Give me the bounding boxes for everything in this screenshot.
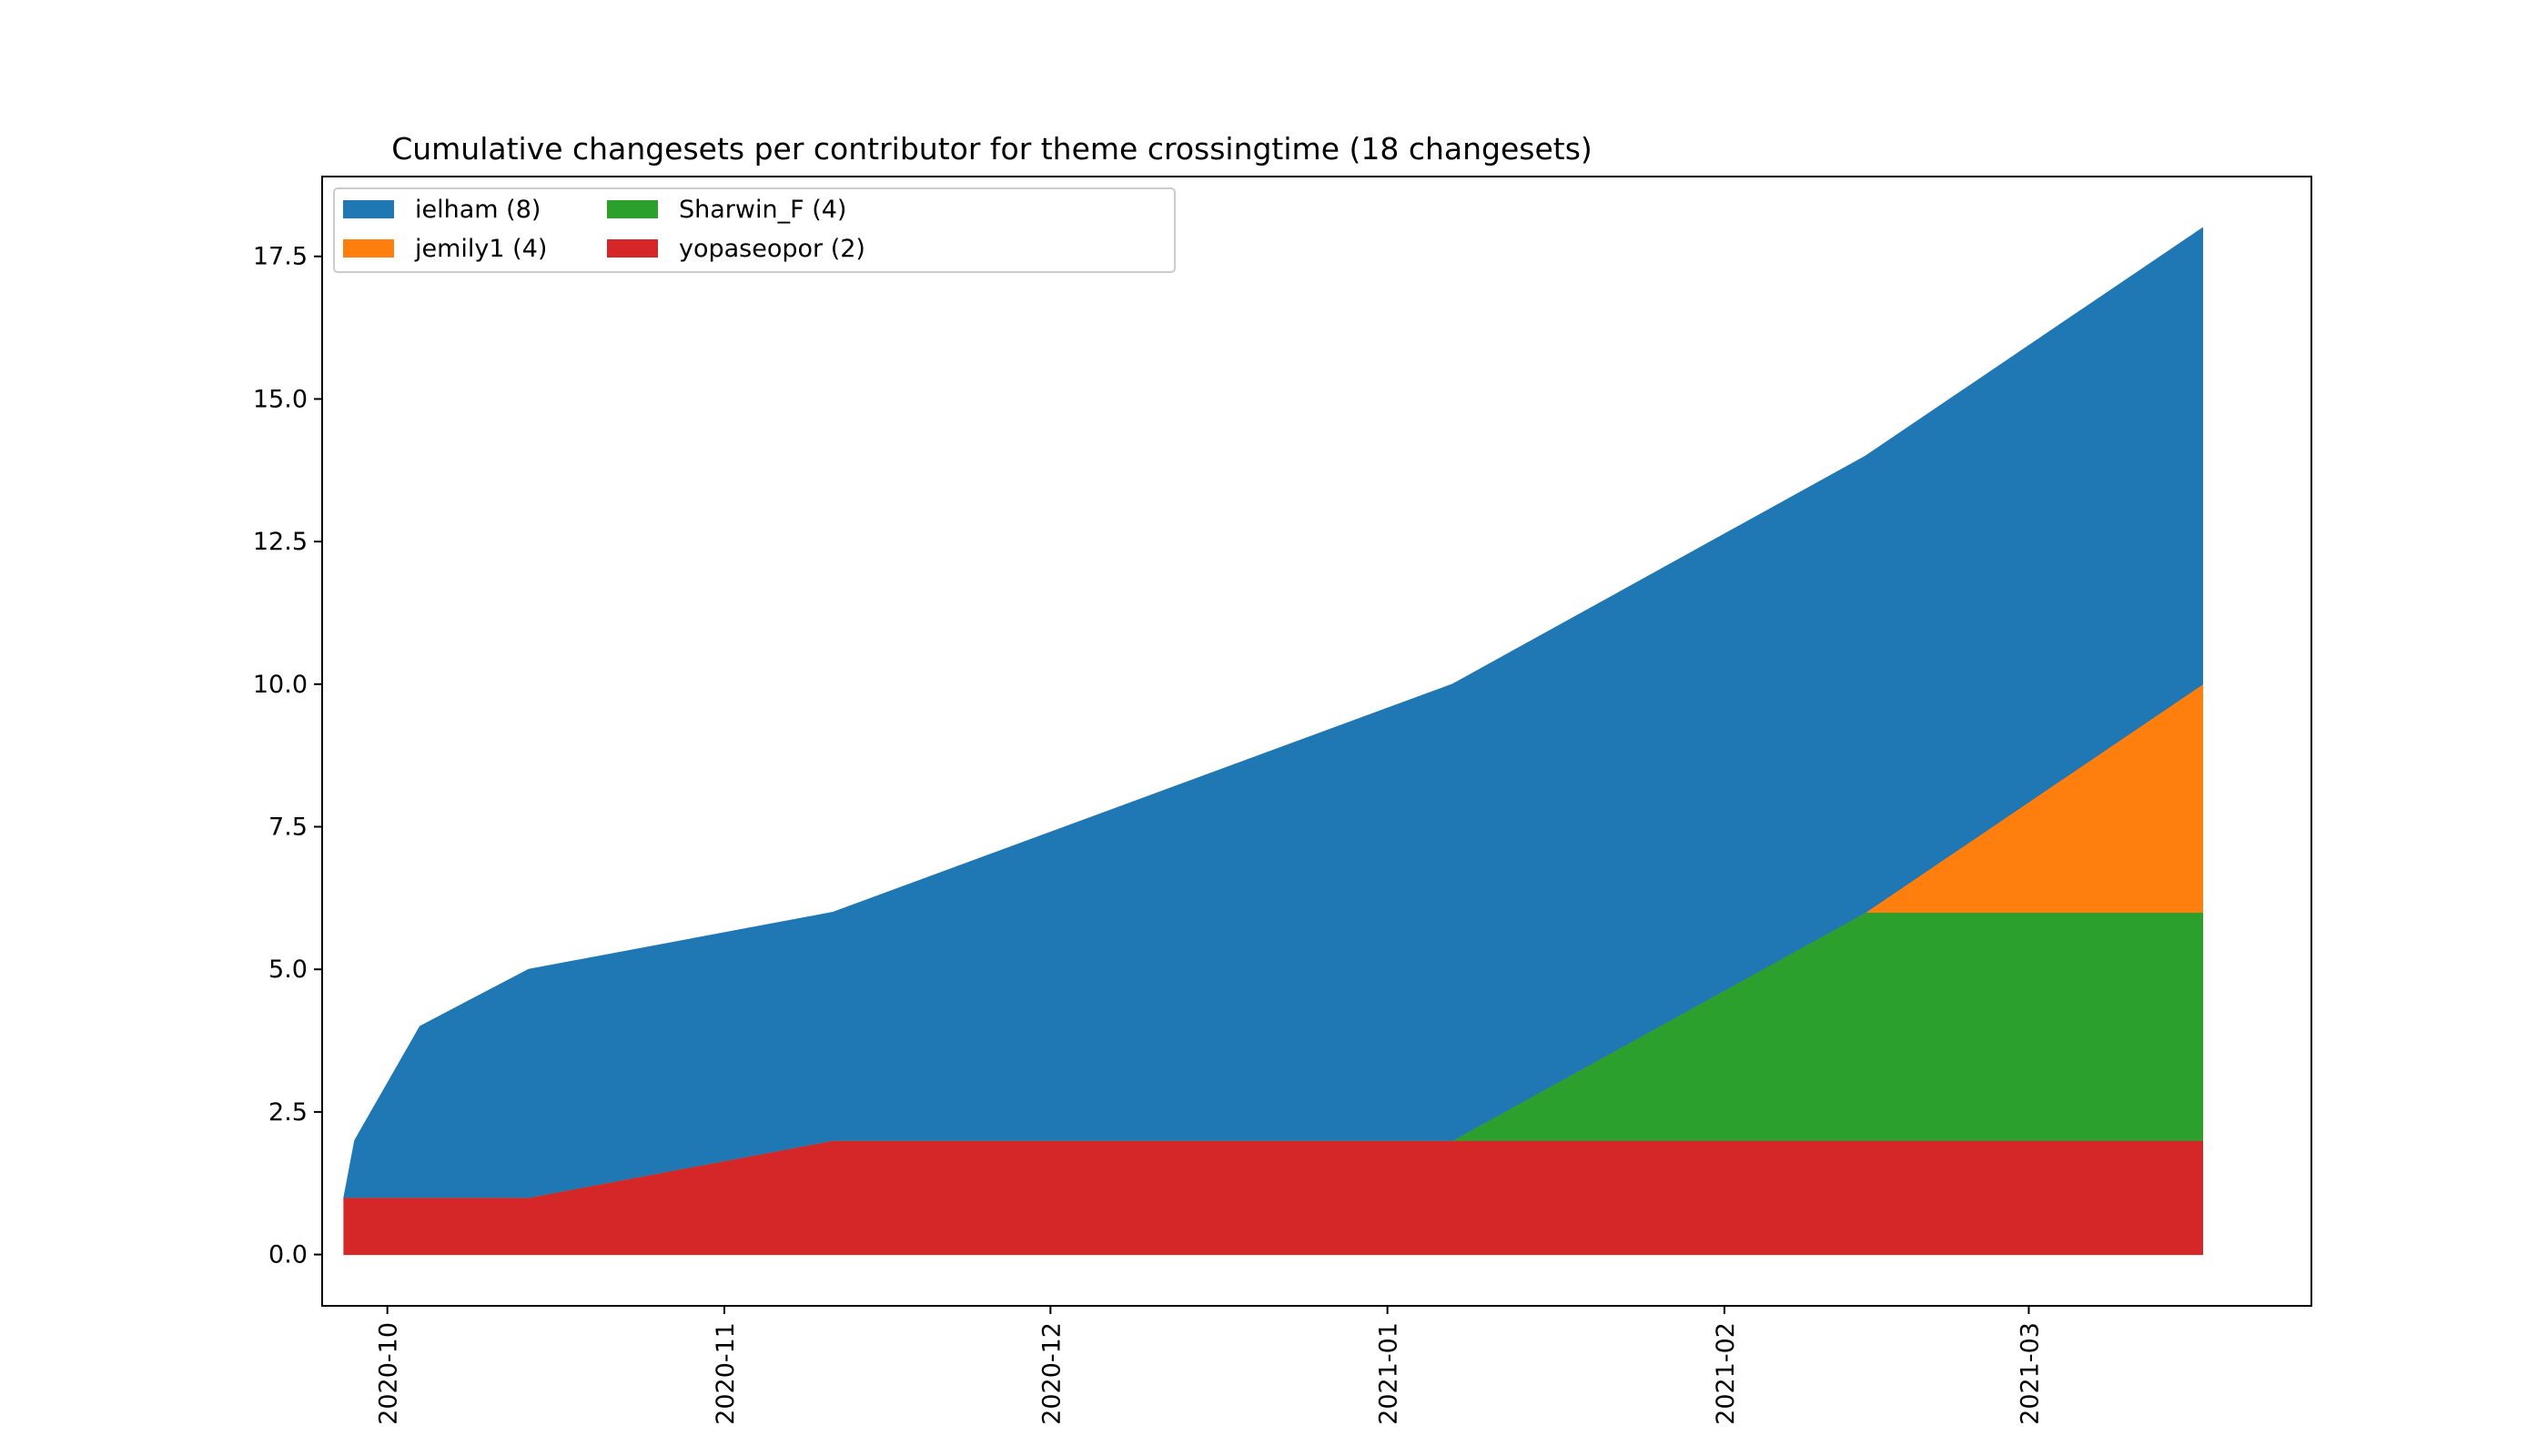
- x-tick-label: 2020-10: [375, 1322, 403, 1425]
- ticks-layer: 0.0 2.5 5.0 7.5 10.0 12.5 15.0 17.5 2020-10 2020-…: [253, 243, 2045, 1425]
- plot-frame: [321, 176, 2312, 1307]
- legend-label-ielham: ielham (8): [415, 196, 541, 224]
- y-tick-label: 0.0: [268, 1241, 308, 1269]
- x-tick-label: 2021-01: [1375, 1322, 1403, 1425]
- area-ielham: [343, 227, 2203, 1198]
- y-tick-label: 12.5: [253, 528, 308, 556]
- legend-swatch-jemily1: [343, 239, 394, 258]
- y-tick-label: 5.0: [268, 956, 308, 984]
- y-tick-label: 10.0: [253, 671, 308, 699]
- y-tick-label: 15.0: [253, 385, 308, 413]
- areas-layer: [343, 227, 2203, 1256]
- legend-swatch-yopaseopor: [607, 239, 658, 258]
- legend-label-sharwin-f: Sharwin_F (4): [679, 196, 846, 224]
- chart-title: Cumulative changesets per contributor fo…: [391, 131, 1592, 167]
- y-tick-label: 7.5: [268, 814, 308, 842]
- y-tick-label: 17.5: [253, 243, 308, 271]
- legend-label-yopaseopor: yopaseopor (2): [679, 235, 865, 263]
- legend-swatch-sharwin-f: [607, 200, 658, 218]
- x-tick-label: 2020-11: [712, 1322, 740, 1425]
- legend: ielham (8) jemily1 (4) Sharwin_F (4) yopase…: [333, 187, 1176, 273]
- x-tick-label: 2021-02: [1712, 1322, 1740, 1425]
- legend-box: [333, 187, 1176, 273]
- x-tick-label: 2020-12: [1037, 1322, 1066, 1425]
- y-tick-label: 2.5: [268, 1098, 308, 1127]
- legend-label-jemily1: jemily1 (4): [414, 235, 547, 263]
- legend-swatch-ielham: [343, 200, 394, 218]
- x-tick-label: 2021-03: [2016, 1322, 2044, 1425]
